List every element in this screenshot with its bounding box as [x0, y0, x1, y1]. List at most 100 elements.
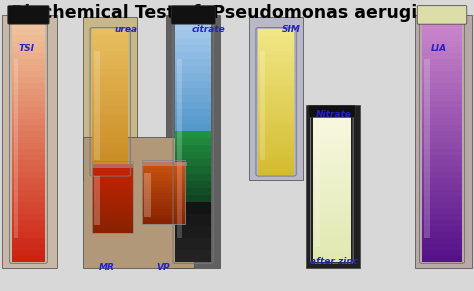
Bar: [175, 152, 211, 159]
Bar: [424, 59, 430, 238]
Bar: [142, 187, 185, 190]
Bar: [422, 256, 462, 262]
Text: VP: VP: [157, 263, 170, 272]
Bar: [12, 71, 45, 77]
Bar: [258, 76, 294, 80]
Bar: [422, 196, 462, 202]
Bar: [258, 84, 294, 87]
Bar: [175, 250, 211, 262]
Bar: [422, 178, 462, 184]
Bar: [313, 229, 351, 233]
Bar: [12, 161, 45, 166]
Bar: [422, 29, 462, 35]
Bar: [92, 202, 133, 205]
Bar: [92, 40, 128, 44]
Bar: [142, 215, 185, 218]
Bar: [92, 138, 128, 142]
Bar: [92, 29, 128, 33]
Bar: [175, 181, 211, 188]
Bar: [92, 156, 128, 160]
Bar: [142, 162, 185, 165]
FancyBboxPatch shape: [249, 17, 303, 180]
Bar: [422, 155, 462, 161]
Bar: [422, 113, 462, 119]
Bar: [258, 138, 294, 142]
Bar: [313, 153, 351, 157]
Bar: [422, 149, 462, 155]
Bar: [12, 196, 45, 202]
Bar: [94, 176, 100, 225]
Bar: [258, 51, 294, 55]
Bar: [422, 190, 462, 196]
Bar: [260, 51, 265, 160]
Bar: [313, 134, 351, 138]
Bar: [142, 196, 185, 199]
Bar: [144, 173, 151, 217]
Bar: [175, 88, 211, 95]
Bar: [92, 116, 128, 120]
Bar: [92, 167, 133, 171]
Bar: [422, 172, 462, 178]
Bar: [313, 149, 351, 153]
FancyBboxPatch shape: [166, 15, 220, 268]
Bar: [92, 58, 128, 62]
Bar: [175, 166, 211, 174]
Text: LIA: LIA: [430, 44, 447, 52]
Text: after zinc: after zinc: [310, 258, 358, 266]
Bar: [258, 80, 294, 84]
Bar: [92, 91, 128, 95]
Bar: [175, 66, 211, 73]
Bar: [92, 124, 128, 127]
Bar: [258, 146, 294, 149]
Bar: [313, 189, 351, 193]
Bar: [175, 95, 211, 102]
Bar: [313, 226, 351, 229]
Bar: [140, 162, 187, 166]
Bar: [175, 238, 211, 250]
Bar: [142, 218, 185, 221]
Bar: [313, 258, 351, 262]
Bar: [12, 65, 45, 71]
Bar: [422, 208, 462, 214]
Bar: [258, 36, 294, 40]
Text: citrate: citrate: [191, 25, 226, 33]
Bar: [258, 127, 294, 131]
Bar: [142, 184, 185, 187]
Bar: [175, 214, 211, 226]
FancyBboxPatch shape: [83, 17, 137, 180]
Bar: [92, 65, 128, 69]
FancyBboxPatch shape: [306, 105, 360, 268]
Bar: [175, 81, 211, 88]
Bar: [92, 226, 133, 229]
Bar: [422, 119, 462, 125]
Bar: [12, 125, 45, 131]
Bar: [313, 247, 351, 251]
Bar: [313, 124, 351, 127]
Bar: [12, 226, 45, 232]
Bar: [92, 188, 133, 191]
Bar: [422, 166, 462, 172]
Bar: [258, 109, 294, 113]
Bar: [422, 23, 462, 29]
Bar: [175, 59, 211, 66]
Bar: [12, 178, 45, 184]
Bar: [12, 244, 45, 250]
Bar: [422, 232, 462, 238]
Bar: [92, 44, 128, 47]
Bar: [422, 35, 462, 41]
Bar: [422, 250, 462, 256]
Text: urea: urea: [114, 25, 137, 33]
Bar: [92, 113, 128, 116]
Bar: [313, 204, 351, 207]
Bar: [175, 31, 211, 38]
Bar: [12, 77, 45, 83]
FancyBboxPatch shape: [8, 6, 49, 24]
Bar: [175, 38, 211, 45]
Bar: [258, 95, 294, 98]
Bar: [142, 212, 185, 215]
Bar: [92, 164, 128, 167]
Bar: [258, 113, 294, 116]
Bar: [258, 142, 294, 146]
Bar: [422, 65, 462, 71]
Bar: [92, 84, 128, 87]
